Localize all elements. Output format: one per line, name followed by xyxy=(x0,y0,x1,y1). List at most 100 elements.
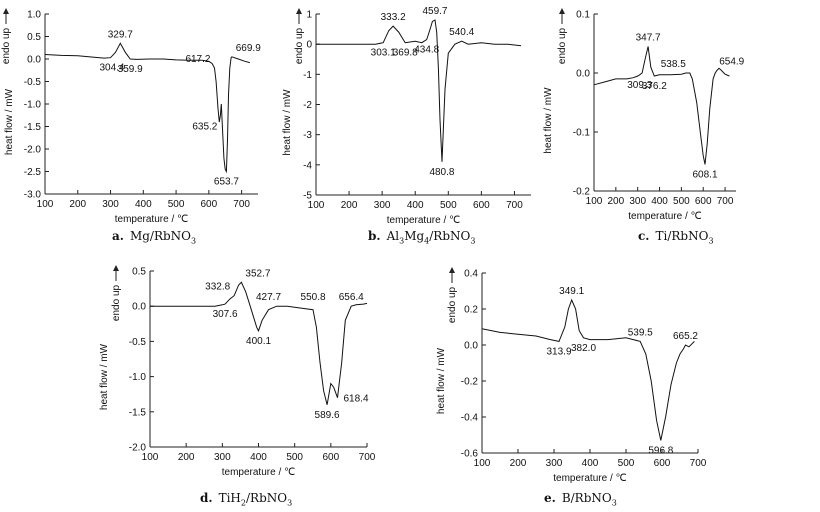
x-tick-label-a: 300 xyxy=(102,199,119,210)
series-line-c-0 xyxy=(593,46,730,165)
y-tick-label-a: 1.0 xyxy=(27,10,41,21)
x-tick-label-b: 500 xyxy=(440,200,457,211)
y-tick-label-a: -1.5 xyxy=(24,122,42,133)
caption-letter-d: d. xyxy=(200,491,213,505)
peak-label-d: 656.4 xyxy=(339,292,364,303)
x-tick-label-b: 200 xyxy=(341,200,358,211)
x-tick-label-b: 700 xyxy=(506,200,523,211)
y-tick-label-a: 0.5 xyxy=(27,32,41,43)
endo-up-arrowhead-d xyxy=(113,265,119,271)
x-tick-label-c: 300 xyxy=(629,196,646,207)
y-tick-label-d: 0.5 xyxy=(132,267,146,278)
peak-label-b: 369.8 xyxy=(393,48,418,59)
y-axis-label-a: heat flow / mW xyxy=(4,88,15,155)
series-line-d-0 xyxy=(150,281,368,405)
y-tick-label-b: -4 xyxy=(303,160,312,171)
x-tick-label-d: 400 xyxy=(250,452,267,463)
x-tick-label-a: 400 xyxy=(135,199,152,210)
x-tick-label-d: 500 xyxy=(286,452,303,463)
caption-text-e: 3 xyxy=(611,498,617,508)
endo-up-arrowhead-b xyxy=(296,8,302,14)
peak-label-b: 434.8 xyxy=(414,45,439,56)
peak-label-e: 665.2 xyxy=(673,331,698,342)
caption-text-d: 2 xyxy=(240,498,246,508)
y-tick-label-a: -1.0 xyxy=(24,100,42,111)
x-tick-label-d: 700 xyxy=(359,452,376,463)
peak-label-b: 303.1 xyxy=(371,48,396,59)
endo-up-arrowhead-e xyxy=(449,267,455,273)
caption-text-a: 3 xyxy=(191,236,197,246)
x-tick-label-b: 300 xyxy=(374,200,391,211)
endo-up-arrowhead-a xyxy=(3,8,9,14)
caption-text-b: Al xyxy=(386,229,400,243)
caption-text-d: 3 xyxy=(287,498,293,508)
y-axis-label-e: heat flow / mW xyxy=(436,347,447,414)
x-tick-label-a: 200 xyxy=(69,199,86,210)
y-tick-label-b: -1 xyxy=(303,70,312,81)
caption-letter-c: c. xyxy=(638,229,650,243)
y-tick-label-a: -2.0 xyxy=(24,145,42,156)
x-tick-label-e: 600 xyxy=(654,458,671,469)
y-axis-label-c: heat flow / mW xyxy=(543,87,554,154)
caption-letter-e: e. xyxy=(544,491,556,505)
caption-text-b: 3 xyxy=(399,236,405,246)
x-tick-label-a: 600 xyxy=(201,199,218,210)
y-tick-label-e: -0.4 xyxy=(461,413,479,424)
y-tick-label-e: 0.2 xyxy=(464,305,478,316)
y-tick-label-c: -0.2 xyxy=(573,187,591,198)
caption-text-b: Mg xyxy=(404,229,425,243)
x-axis-label-e: temperature / ℃ xyxy=(553,473,626,484)
y-tick-label-e: 0.0 xyxy=(464,341,478,352)
peak-label-d: 332.8 xyxy=(205,282,230,293)
x-tick-label-e: 500 xyxy=(618,458,635,469)
series-line-b-0 xyxy=(316,19,522,162)
x-tick-label-a: 700 xyxy=(233,199,250,210)
y-tick-label-d: -0.5 xyxy=(129,337,147,348)
y-tick-label-d: -2.0 xyxy=(129,443,147,454)
y-tick-label-b: -5 xyxy=(303,191,312,202)
y-tick-label-b: 1 xyxy=(306,10,312,21)
y-tick-label-a: 0.0 xyxy=(27,55,41,66)
peak-label-c: 347.7 xyxy=(636,32,661,43)
y-tick-label-c: 0.1 xyxy=(576,10,590,21)
y-tick-label-e: 0.4 xyxy=(464,269,478,280)
peak-label-d: 550.8 xyxy=(301,292,326,303)
peak-label-e: 596.8 xyxy=(648,445,673,456)
endo-up-label-a: endo up xyxy=(1,27,12,64)
y-tick-label-c: -0.1 xyxy=(573,128,591,139)
y-tick-label-e: -0.2 xyxy=(461,377,479,388)
peak-label-e: 349.1 xyxy=(559,286,584,297)
y-tick-label-a: -0.5 xyxy=(24,77,42,88)
y-axis-label-b: heat flow / mW xyxy=(282,89,293,156)
x-tick-label-c: 500 xyxy=(673,196,690,207)
peak-label-d: 400.1 xyxy=(246,336,271,347)
x-tick-label-e: 700 xyxy=(690,458,707,469)
x-tick-label-d: 200 xyxy=(178,452,195,463)
caption-c: c. Ti/RbNO3 xyxy=(638,229,714,245)
x-tick-label-e: 400 xyxy=(582,458,599,469)
peak-label-d: 307.6 xyxy=(213,309,238,320)
peak-label-b: 540.4 xyxy=(449,27,474,38)
x-tick-label-d: 600 xyxy=(322,452,339,463)
x-tick-label-e: 100 xyxy=(474,458,491,469)
caption-e: e. B/RbNO3 xyxy=(544,491,617,507)
endo-up-label-d: endo up xyxy=(111,284,122,321)
caption-letter-b: b. xyxy=(368,229,381,243)
x-tick-label-b: 100 xyxy=(308,200,325,211)
peak-label-a: 617.2 xyxy=(185,54,210,65)
peak-label-d: 618.4 xyxy=(343,394,368,405)
y-axis-label-d: heat flow / mW xyxy=(99,343,110,410)
peak-label-c: 376.2 xyxy=(642,81,667,92)
series-line-e-0 xyxy=(481,298,695,441)
x-tick-label-c: 100 xyxy=(586,196,603,207)
y-tick-label-b: -2 xyxy=(303,100,312,111)
x-tick-label-c: 700 xyxy=(717,196,734,207)
peak-label-b: 459.7 xyxy=(422,6,447,17)
peak-label-a: 359.9 xyxy=(118,64,143,75)
caption-text-a: Mg/RbNO xyxy=(129,229,192,243)
peak-label-e: 539.5 xyxy=(628,327,653,338)
y-tick-label-d: 0.0 xyxy=(132,302,146,313)
x-axis-label-a: temperature / ℃ xyxy=(115,214,188,225)
